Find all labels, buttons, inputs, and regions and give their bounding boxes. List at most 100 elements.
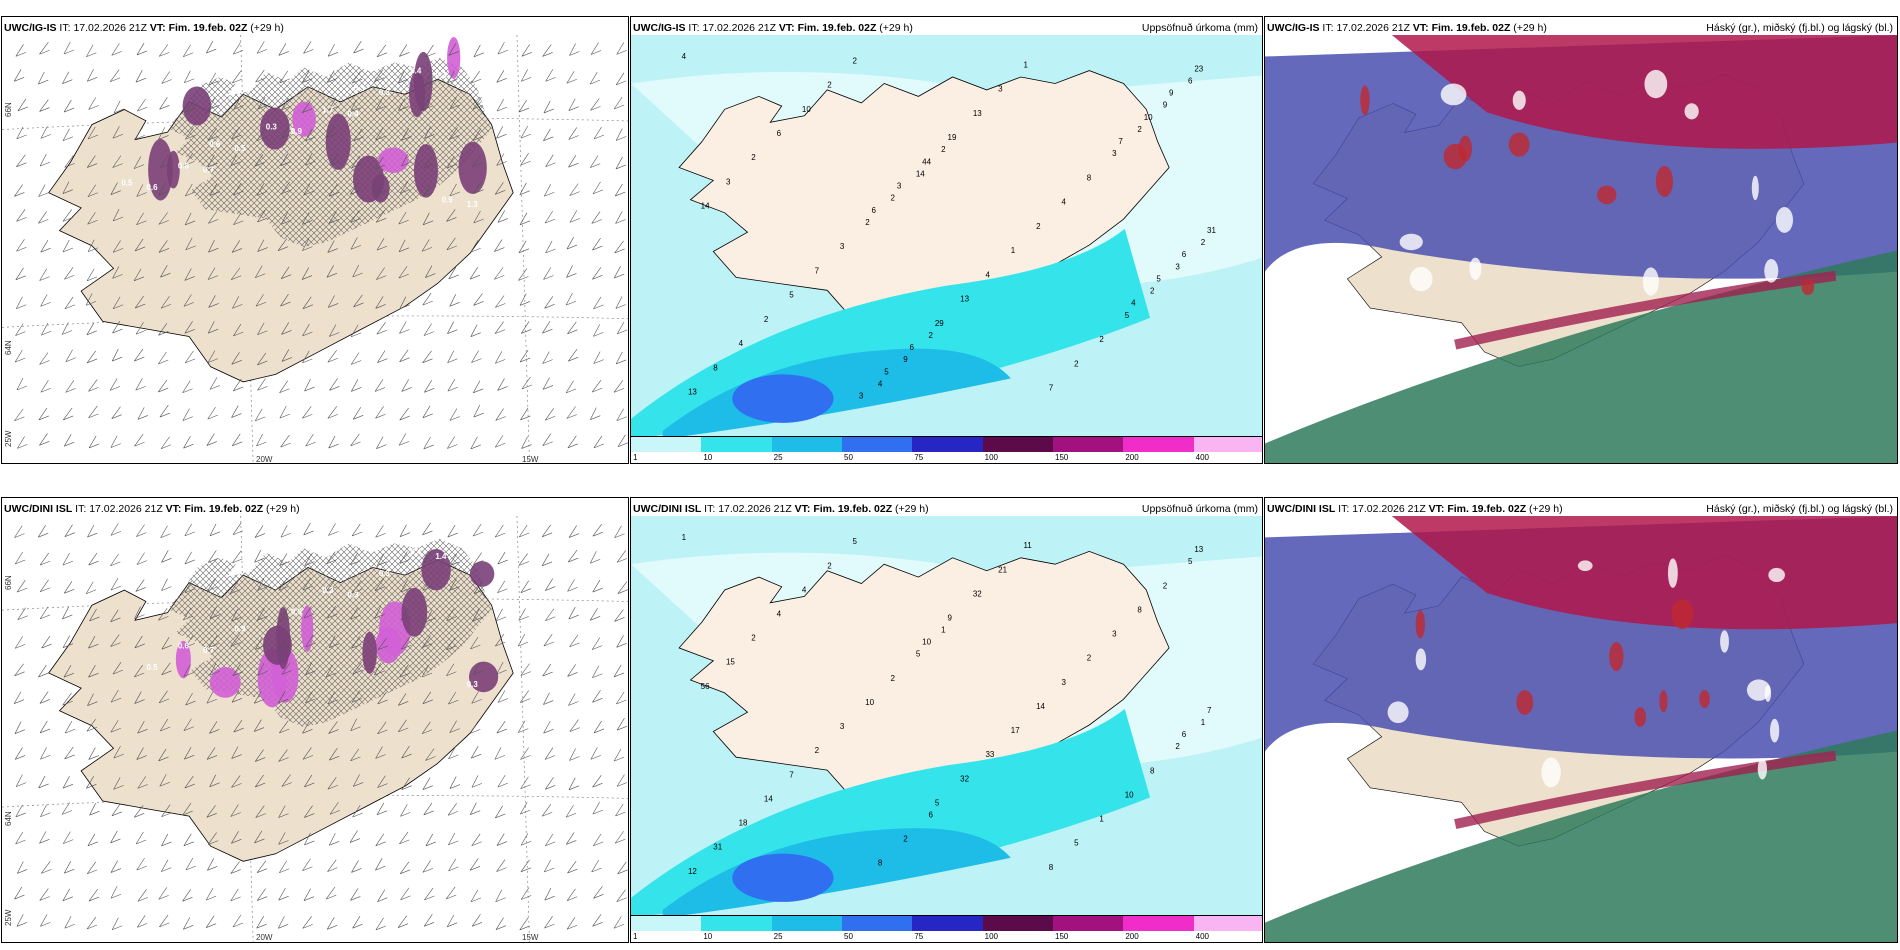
precip-value-label: 3 xyxy=(897,182,902,191)
precip-value-label: 5 xyxy=(1156,274,1161,283)
precip-value-label: 5 xyxy=(935,798,940,807)
precip-value-label: 56 xyxy=(701,682,710,691)
lon-label-20w: 20W xyxy=(256,933,273,942)
colorbar-label: 100 xyxy=(984,453,999,462)
precip-value-label: 31 xyxy=(1207,226,1216,235)
snow-value-label: 0.6 xyxy=(178,642,190,651)
colorbar-label: 25 xyxy=(773,453,783,462)
colorbar-swatch xyxy=(631,437,703,452)
colorbar-swatch xyxy=(1193,916,1262,931)
colorbar-label: 100 xyxy=(984,932,999,941)
snow-value-label: 0.5 xyxy=(234,144,246,153)
precip-value-label: 19 xyxy=(948,133,957,142)
colorbar-label: 75 xyxy=(914,453,924,462)
panel-title: UWC/DINI ISL IT: 17.02.2026 21Z VT: Fim.… xyxy=(4,503,300,515)
colorbar-label: 25 xyxy=(773,932,783,941)
snow-value-label: 1.3 xyxy=(467,200,479,209)
precip-value-label: 3 xyxy=(840,242,845,251)
precip-panel-row1: UWC/IG-IS IT: 17.02.2026 21Z VT: Fim. 19… xyxy=(630,16,1263,464)
precip-value-label: 13 xyxy=(1194,545,1203,554)
precip-value-label: 5 xyxy=(1074,839,1079,848)
precip-value-label: 13 xyxy=(973,109,982,118)
colorbar-label: 50 xyxy=(844,453,853,462)
wind-snow-map: 0.3 0.3 0.7 1.4 0.9 0.5 0.3 0.9 0.3 0.3 0.6 0.4 xyxy=(2,516,628,942)
precip-value-label: 8 xyxy=(1049,863,1054,872)
precip-value-label: 10 xyxy=(802,105,811,114)
precip-value-label: 8 xyxy=(878,859,883,868)
cloud-map xyxy=(1265,516,1897,942)
colorbar-swatch xyxy=(701,437,773,452)
precip-value-label: 5 xyxy=(853,537,858,546)
precip-value-label: 2 xyxy=(903,835,908,844)
precip-value-label: 5 xyxy=(1188,557,1193,566)
lon-label-25w: 25W xyxy=(4,430,13,447)
snow-value-label: 0.4 xyxy=(347,110,359,119)
snow-value-label: 0.6 xyxy=(146,183,158,192)
precip-value-label: 10 xyxy=(865,698,874,707)
colorbar-swatch xyxy=(982,916,1054,931)
cloud-panel-row1: UWC/IG-IS IT: 17.02.2026 21Z VT: Fim. 19… xyxy=(1264,16,1898,464)
precip-value-label: 32 xyxy=(960,774,969,783)
precip-value-label: 9 xyxy=(1169,89,1174,98)
colorbar-label: 1 xyxy=(633,932,638,941)
precip-value-label: 7 xyxy=(789,770,794,779)
precip-value-label: 13 xyxy=(688,388,697,397)
precip-value-label: 2 xyxy=(1099,335,1104,344)
precip-value-label: 3 xyxy=(859,392,864,401)
precip-value-label: 3 xyxy=(998,85,1003,94)
snow-value-label: 0.3 xyxy=(435,71,447,80)
snow-value-label: 0.5 xyxy=(121,179,133,188)
precip-value-label: 7 xyxy=(1207,706,1212,715)
snow-value-label: 0.7 xyxy=(203,646,215,655)
precip-value-label: 4 xyxy=(878,379,883,388)
precip-title: Uppsöfnuð úrkoma (mm) xyxy=(1141,22,1258,34)
precip-value-label: 2 xyxy=(1201,238,1206,247)
colorbar-swatch xyxy=(912,437,984,452)
panel-title: UWC/DINI ISL IT: 17.02.2026 21Z VT: Fim.… xyxy=(633,503,929,515)
precip-value-label: 10 xyxy=(1144,113,1153,122)
precip-value-label: 2 xyxy=(815,746,820,755)
colorbar-label: 50 xyxy=(844,932,853,941)
precip-value-label: 6 xyxy=(1182,730,1187,739)
precip-value-label: 33 xyxy=(985,750,994,759)
cloud-map xyxy=(1265,35,1897,463)
precip-value-label: 2 xyxy=(751,634,756,643)
snow-value-label: 0.7 xyxy=(203,166,215,175)
colorbar-swatch xyxy=(1193,437,1262,452)
precip-value-label: 1 xyxy=(1201,718,1206,727)
precip-value-label: 5 xyxy=(1125,311,1130,320)
colorbar-label: 400 xyxy=(1195,932,1210,941)
precip-value-label: 4 xyxy=(1061,198,1066,207)
colorbar-swatch xyxy=(771,437,843,452)
colorbar-swatch xyxy=(1123,916,1195,931)
lon-label-25w: 25W xyxy=(4,909,13,926)
precip-value-label: 3 xyxy=(1112,149,1117,158)
precip-value-label: 9 xyxy=(948,614,953,623)
snow-value-label: 0.4 xyxy=(410,67,422,76)
precip-value-label: 2 xyxy=(827,81,832,90)
lon-label-20w: 20W xyxy=(256,455,273,464)
precip-value-label: 8 xyxy=(1087,173,1092,182)
precip-value-label: 2 xyxy=(1175,742,1180,751)
precip-value-label: 14 xyxy=(764,794,773,803)
snow-value-label: 0.3 xyxy=(115,535,127,544)
precip-value-label: 8 xyxy=(713,363,718,372)
precip-value-label: 2 xyxy=(751,153,756,162)
colorbar-label: 150 xyxy=(1055,453,1069,462)
precip-value-label: 2 xyxy=(1137,125,1142,134)
precip-value-label: 3 xyxy=(840,722,845,731)
wind-snow-panel-row2: UWC/DINI ISL IT: 17.02.2026 21Z VT: Fim.… xyxy=(1,497,629,943)
precip-value-label: 4 xyxy=(777,610,782,619)
precip-colorbar: 1 10 25 50 75 100 150 200 400 xyxy=(631,915,1262,942)
precip-value-label: 21 xyxy=(998,565,1007,574)
precip-map: 4222614399224225233228721045762212143348… xyxy=(631,35,1262,439)
precip-value-label: 10 xyxy=(1125,790,1134,799)
snow-value-label: 0.3 xyxy=(347,590,359,599)
precip-value-label: 17 xyxy=(1011,726,1020,735)
precip-value-label: 10 xyxy=(922,638,931,647)
precip-value-label: 6 xyxy=(929,811,934,820)
cloud-title: Háský (gr.), miðský (fj.bl.) og lágský (… xyxy=(1706,22,1893,34)
lat-label-64n: 64N xyxy=(4,340,13,355)
precip-value-label: 2 xyxy=(853,56,858,65)
lat-label-66n: 66N xyxy=(4,575,13,590)
